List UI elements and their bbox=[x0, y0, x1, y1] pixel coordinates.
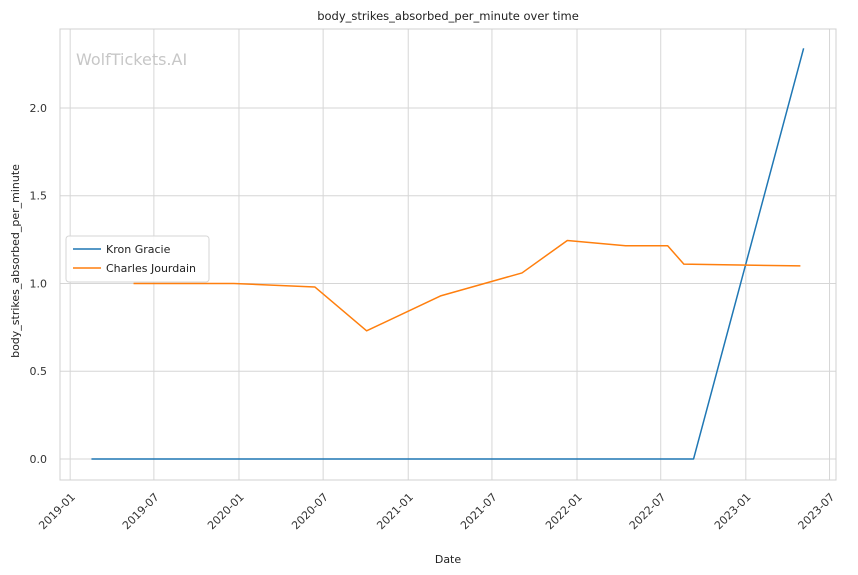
legend-label-charles-jourdain: Charles Jourdain bbox=[106, 262, 196, 275]
tick-labels: 2019-01 2019-07 2020-01 2020-07 2021-01 2021-… bbox=[30, 102, 838, 532]
x-tick-label-2021-01: 2021-01 bbox=[374, 491, 416, 533]
y-tick-label-0-5: 0.5 bbox=[30, 365, 48, 378]
y-tick-label-1-5: 1.5 bbox=[30, 190, 48, 203]
chart-title: body_strikes_absorbed_per_minute over ti… bbox=[317, 9, 579, 23]
watermark-text: WolfTickets.AI bbox=[76, 50, 187, 69]
series-lines bbox=[91, 48, 805, 460]
y-tick-label-2-0: 2.0 bbox=[30, 102, 48, 115]
plot-area-frame bbox=[59, 28, 837, 481]
legend-label-kron-gracie: Kron Gracie bbox=[106, 243, 171, 256]
y-axis-label: body_strikes_absorbed_per_minute bbox=[9, 164, 22, 358]
x-tick-label-2022-01: 2022-01 bbox=[543, 491, 585, 533]
x-tick-label-2019-01: 2019-01 bbox=[36, 491, 78, 533]
legend-box bbox=[65, 235, 210, 283]
x-tick-label-2021-07: 2021-07 bbox=[458, 491, 500, 533]
x-tick-label-2020-07: 2020-07 bbox=[289, 491, 331, 533]
series-line-kron-gracie bbox=[91, 48, 805, 460]
y-tick-label-0-0: 0.0 bbox=[30, 453, 48, 466]
x-axis-label: Date bbox=[435, 553, 462, 566]
series-line-charles-jourdain bbox=[133, 239, 801, 332]
x-tick-label-2020-01: 2020-01 bbox=[205, 491, 247, 533]
x-tick-label-2023-01: 2023-01 bbox=[712, 491, 754, 533]
legend: Kron Gracie Charles Jourdain bbox=[65, 235, 210, 283]
y-tick-label-1-0: 1.0 bbox=[30, 277, 48, 290]
x-tick-label-2023-07: 2023-07 bbox=[796, 491, 838, 533]
x-tick-label-2019-07: 2019-07 bbox=[120, 491, 162, 533]
x-tick-label-2022-07: 2022-07 bbox=[627, 491, 669, 533]
